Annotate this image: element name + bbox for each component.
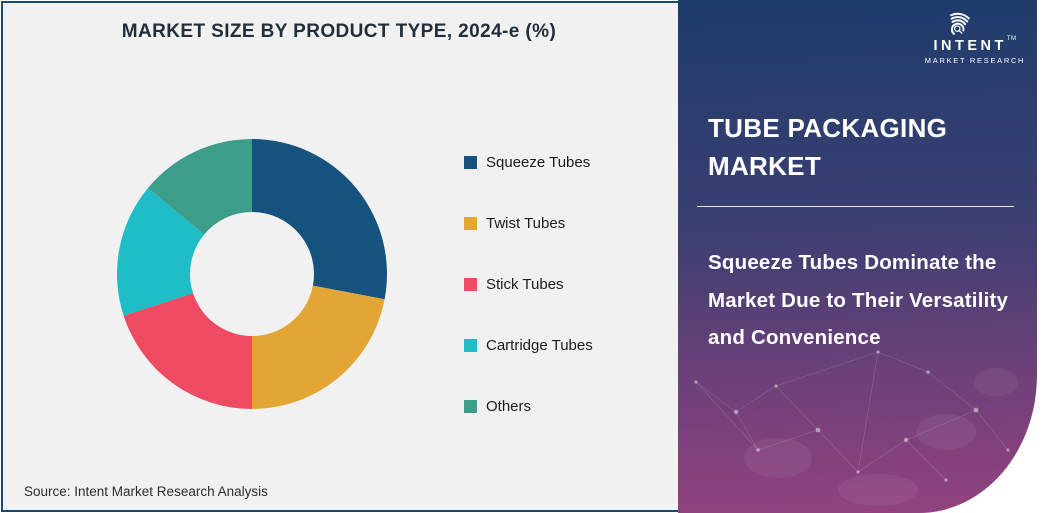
legend-swatch [464,217,477,230]
legend-swatch [464,339,477,352]
donut-segment-cartridge-tubes [117,187,205,316]
logo-wordmark: INTENT [933,38,1007,54]
intent-logo-icon [950,12,970,35]
legend-item: Others [464,398,593,415]
legend: Squeeze Tubes Twist Tubes Stick Tubes Cartr… [464,154,593,415]
legend-swatch [464,400,477,413]
legend-label: Squeeze Tubes [486,154,591,171]
constellation-decoration [694,350,1018,506]
donut-segment-squeeze-tubes [252,139,387,300]
chart-title: MARKET SIZE BY PRODUCT TYPE, 2024-e (%) [121,21,557,42]
panel-title: TUBE PACKAGING MARKET [708,113,948,181]
legend-item: Twist Tubes [464,215,593,232]
logo-tm: TM [1006,36,1017,42]
legend-item: Squeeze Tubes [464,154,593,171]
legend-swatch [464,156,477,169]
legend-label: Others [486,398,532,415]
legend-item: Stick Tubes [464,276,593,293]
logo: INTENTTM MARKET RESEARCH [921,8,1029,65]
donut-chart [117,139,387,409]
legend-swatch [464,278,477,291]
right-panel-wrap: INTENTTM MARKET RESEARCH TUBE PACKAGING … [678,0,1043,513]
source-note: Source: Intent Market Research Analysis [24,484,268,499]
divider-line [697,206,1014,207]
donut-segment-others [147,139,252,235]
legend-label: Stick Tubes [486,276,564,293]
logo-subtext: MARKET RESEARCH [924,56,1026,65]
donut-segment-twist-tubes [252,285,385,409]
right-panel: INTENTTM MARKET RESEARCH TUBE PACKAGING … [678,0,1037,513]
donut-segment-stick-tubes [123,293,252,409]
legend-label: Cartridge Tubes [486,337,593,354]
legend-label: Twist Tubes [486,215,566,232]
legend-item: Cartridge Tubes [464,337,593,354]
panel-subtitle: Squeeze Tubes Dominate the Market Due to… [708,251,1009,349]
